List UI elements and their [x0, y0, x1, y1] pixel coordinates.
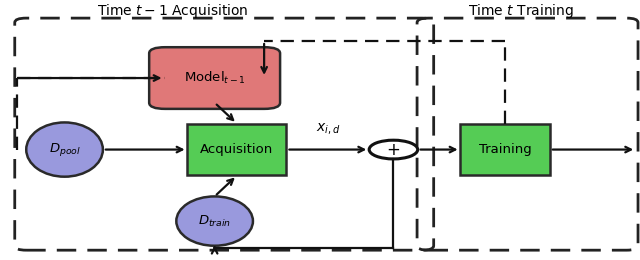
- Text: $D_{train}$: $D_{train}$: [198, 213, 231, 229]
- Text: $D_{pool}$: $D_{pool}$: [49, 141, 81, 158]
- Text: Model$_{t-1}$: Model$_{t-1}$: [184, 70, 246, 86]
- Text: Training: Training: [479, 143, 532, 156]
- Text: $+$: $+$: [387, 141, 401, 159]
- Text: Acquisition: Acquisition: [200, 143, 274, 156]
- FancyBboxPatch shape: [188, 124, 287, 176]
- FancyBboxPatch shape: [149, 47, 280, 109]
- Circle shape: [369, 140, 418, 159]
- Text: $x_{i,d}$: $x_{i,d}$: [316, 122, 340, 137]
- Text: Time $t$ Training: Time $t$ Training: [468, 2, 574, 20]
- FancyBboxPatch shape: [461, 124, 550, 176]
- Ellipse shape: [26, 122, 103, 177]
- Ellipse shape: [176, 196, 253, 246]
- Text: Time $t-1$ Acquisition: Time $t-1$ Acquisition: [97, 2, 249, 20]
